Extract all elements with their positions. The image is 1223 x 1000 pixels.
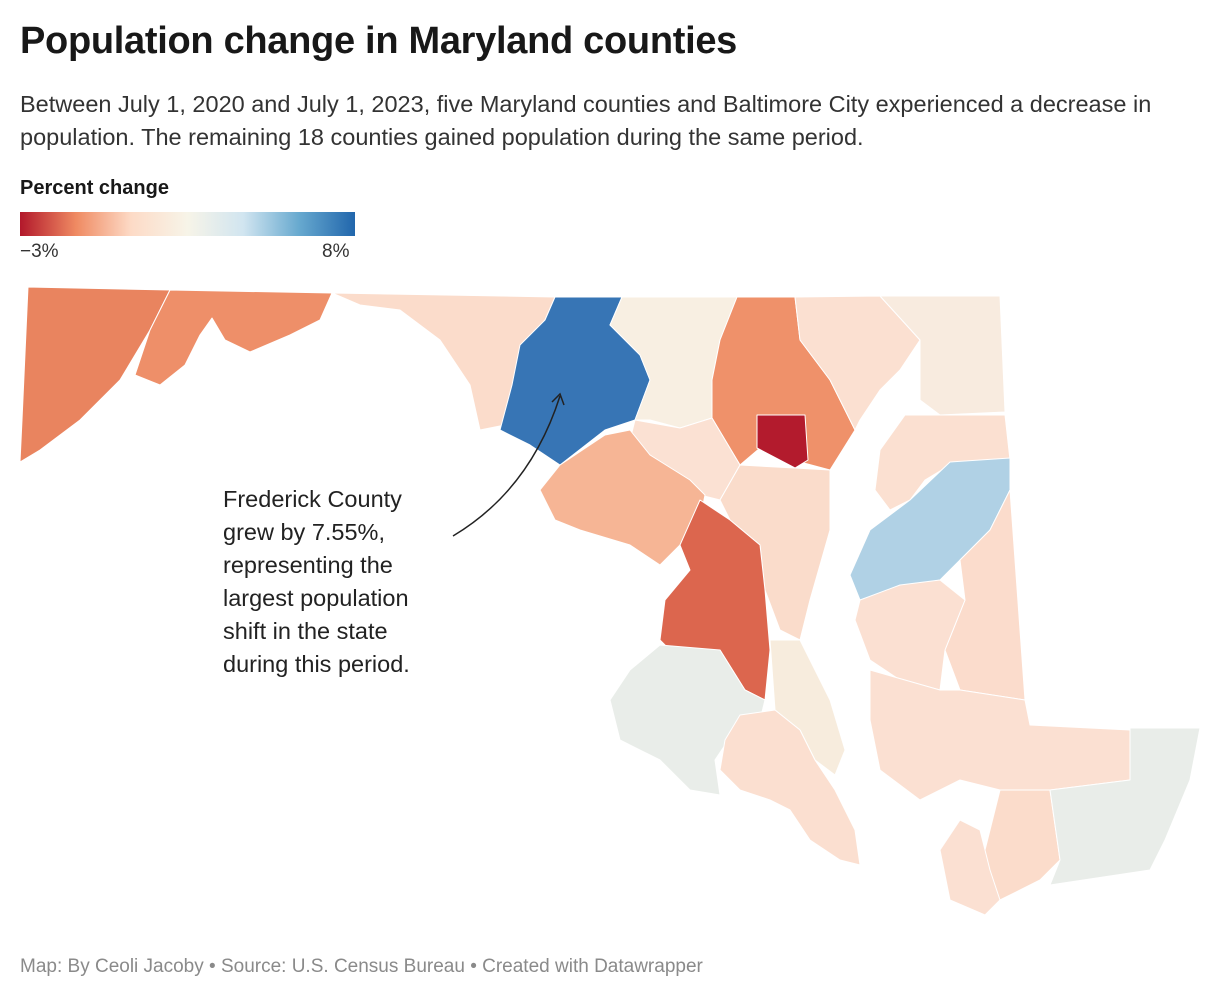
county-talbot (854, 579, 966, 691)
annotation-arrow (452, 395, 561, 537)
chart-title: Population change in Maryland counties (20, 20, 738, 62)
county-charles (609, 644, 766, 796)
county-baltimore-city (756, 414, 809, 469)
frederick-annotation: Frederick County grew by 7.55%, represen… (223, 486, 410, 677)
legend-max-label: 8% (322, 241, 350, 262)
annotation-arrowhead (551, 392, 565, 406)
chart-subtitle: Between July 1, 2020 and July 1, 2023, f… (20, 91, 1152, 150)
county-worcester (1049, 727, 1201, 886)
legend-min-label: −3% (20, 241, 59, 262)
county-somerset (939, 819, 1001, 916)
county-st-marys (719, 709, 861, 866)
legend-title: Percent change (20, 177, 169, 199)
county-kent (874, 414, 1011, 511)
legend-color-scale (20, 212, 355, 236)
county-anne-arundel (719, 464, 831, 641)
county-montgomery (539, 429, 706, 566)
footer-credit: Map: By Ceoli Jacoby • Source: U.S. Cens… (20, 956, 703, 977)
county-allegany (134, 289, 333, 386)
